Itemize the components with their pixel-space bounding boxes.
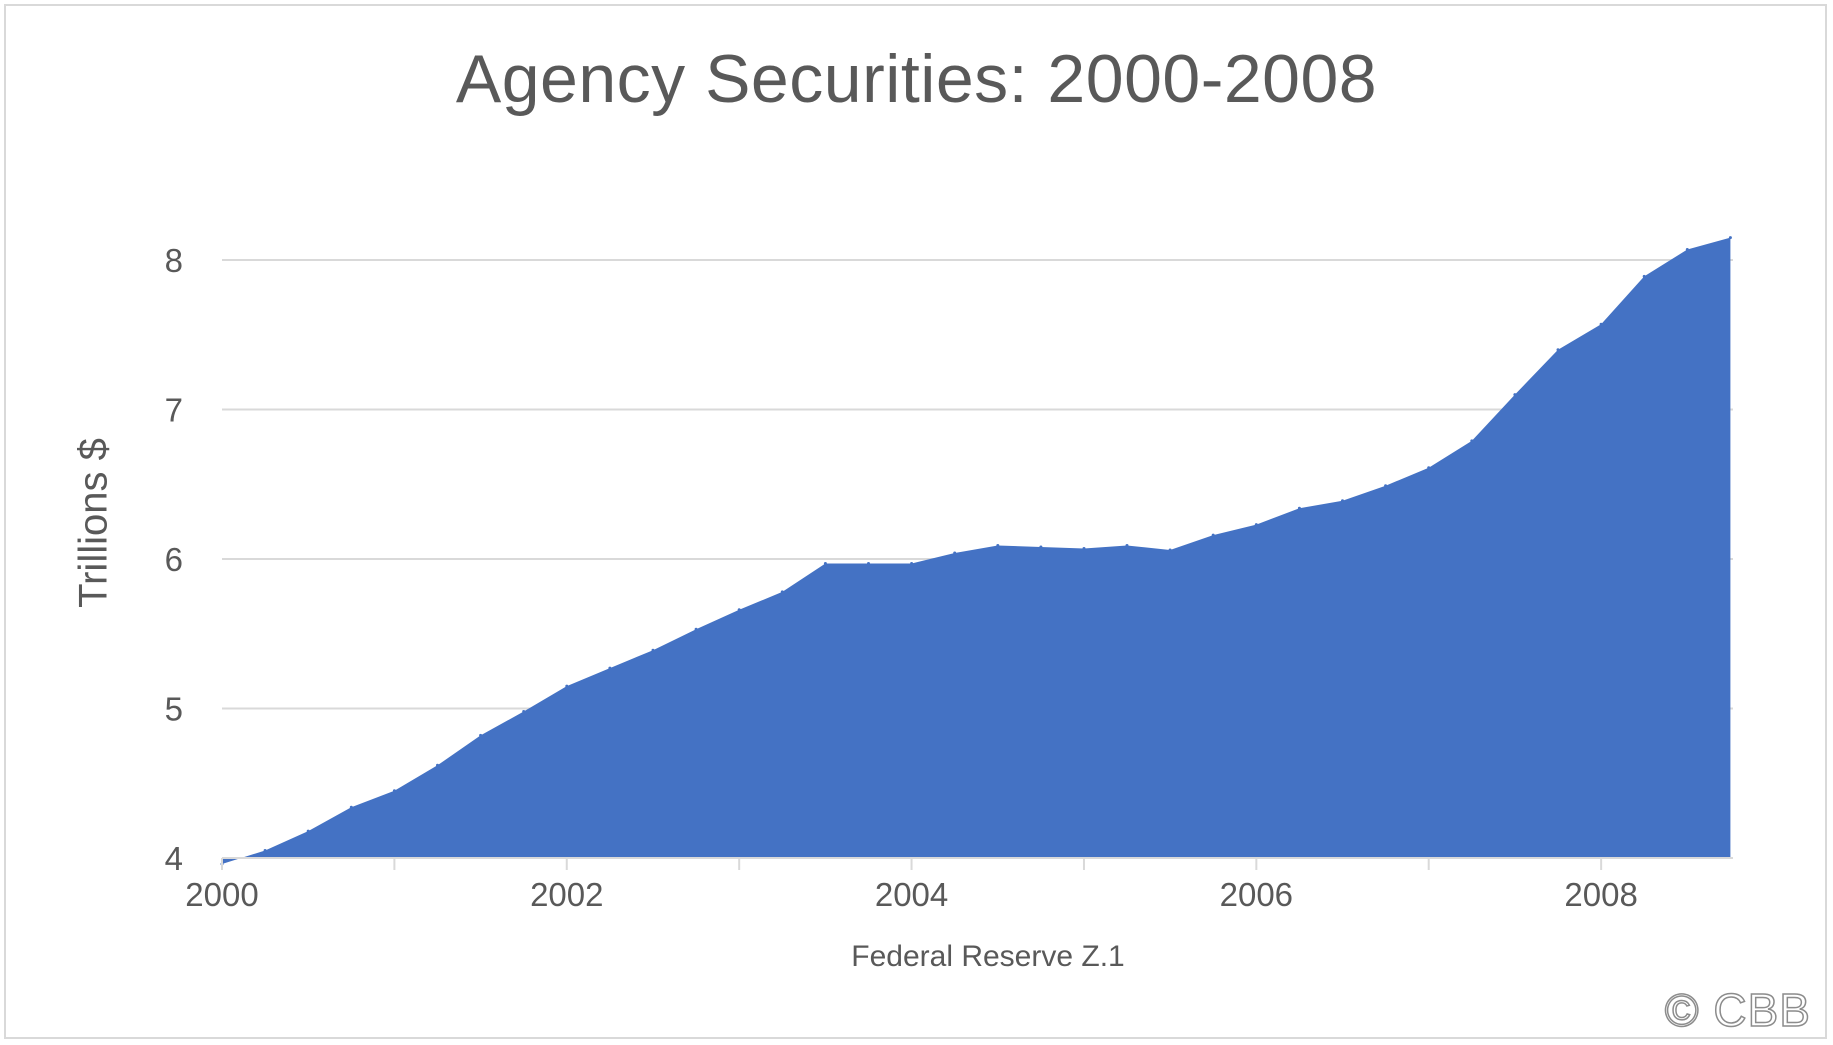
data-point (392, 789, 396, 793)
data-point (1470, 439, 1474, 443)
x-tick-label-2004: 2004 (875, 876, 948, 913)
data-point (436, 763, 439, 767)
data-point (694, 627, 698, 631)
x-tick-label-2002: 2002 (530, 876, 603, 913)
data-point (1599, 322, 1603, 326)
data-point (1384, 484, 1388, 488)
x-axis-label: Federal Reserve Z.1 (851, 940, 1125, 973)
chart-frame (4, 4, 1827, 1039)
data-point (823, 562, 827, 565)
data-point (1082, 547, 1086, 550)
copyright-watermark: © CBB (1664, 983, 1811, 1037)
data-point (651, 648, 655, 652)
data-point (608, 666, 612, 670)
chart-title: Agency Securities: 2000-2008 (455, 41, 1378, 117)
y-tick-label-4: 4 (165, 840, 183, 877)
data-point (1728, 236, 1732, 240)
y-tick-label-6: 6 (165, 541, 183, 578)
data-point (306, 829, 310, 833)
data-point (996, 544, 1000, 547)
data-point (1254, 523, 1258, 527)
data-point (1642, 274, 1646, 278)
data-point (1556, 348, 1560, 352)
data-point (1427, 466, 1431, 470)
data-point (1125, 544, 1129, 547)
data-point (953, 551, 957, 555)
data-point (522, 710, 526, 713)
data-point (1039, 545, 1043, 549)
data-point (1211, 533, 1215, 537)
y-tick-label-7: 7 (165, 392, 183, 429)
data-point (263, 849, 267, 852)
data-point (1341, 499, 1344, 503)
data-point (565, 684, 569, 688)
data-point (867, 562, 870, 565)
area-series (222, 237, 1731, 865)
data-point (910, 562, 914, 565)
data-point (780, 590, 784, 594)
y-tick-label-5: 5 (165, 691, 183, 728)
data-point (349, 805, 353, 809)
data-point (1513, 393, 1517, 397)
data-point (479, 733, 483, 737)
x-tick-label-2006: 2006 (1220, 876, 1293, 913)
data-point (1685, 248, 1689, 251)
data-point (737, 608, 741, 612)
y-tick-label-8: 8 (165, 242, 183, 279)
data-point (1168, 548, 1172, 552)
x-tick-label-2008: 2008 (1564, 876, 1637, 913)
data-point (1297, 506, 1301, 510)
x-tick-label-2000: 2000 (185, 876, 258, 913)
